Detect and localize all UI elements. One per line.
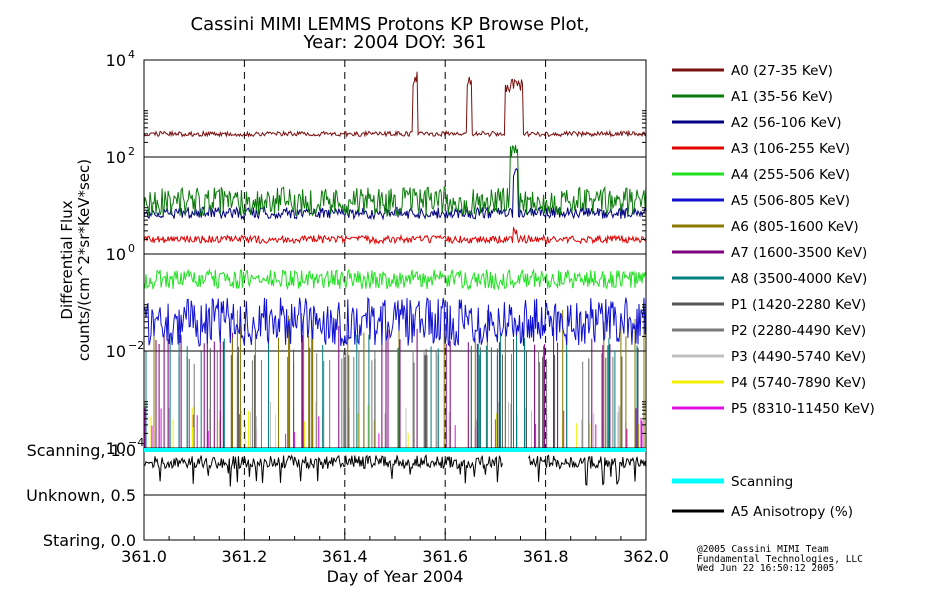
chart-title-line2: Year: 2004 DOY: 361	[303, 32, 487, 53]
series-line-a8	[145, 333, 638, 448]
x-axis-ticks: 361.0 361.2 361.4 361.6 361.8 362.0	[121, 532, 669, 566]
legend-label: A5 (506-805 KeV)	[731, 193, 850, 209]
legend-label: A2 (56-106 KeV)	[731, 115, 841, 131]
y-axis-label-line2: counts/(cm^2*sr*KeV*sec)	[75, 159, 93, 361]
series-line-p3	[168, 401, 621, 448]
anisotropy-line	[143, 454, 647, 487]
credits-line2: Fundamental Technologies, LLC	[697, 553, 863, 565]
credits-line3: Wed Jun 22 16:50:12 2005	[697, 563, 835, 574]
legend-label: A4 (255-506 KeV)	[731, 167, 850, 183]
y-tick-label: 10	[106, 148, 126, 167]
legend-label: A0 (27-35 KeV)	[731, 63, 833, 79]
y-axis-label: Differential Flux counts/(cm^2*sr*KeV*se…	[58, 159, 93, 361]
mode-level-label: Staring, 0.0	[43, 531, 136, 550]
y-tick-exponent: 2	[128, 145, 135, 158]
mode-panel: Scanning, 1.0 Unknown, 0.5 Staring, 0.0	[26, 441, 647, 550]
y-tick-exponent: 4	[128, 48, 135, 61]
legend: A0 (27-35 KeV) A1 (35-56 KeV) A2 (56-106 K…	[672, 63, 875, 520]
x-tick-label: 361.6	[422, 547, 468, 566]
flux-series-layer	[143, 71, 647, 448]
y-tick-exponent: −4	[128, 436, 144, 449]
legend-label: P5 (8310-11450 KeV)	[731, 401, 875, 417]
legend-label: A1 (35-56 KeV)	[731, 89, 833, 105]
series-line-a2	[143, 167, 647, 221]
series-line-a3	[143, 226, 647, 246]
y-tick-label: 10	[106, 245, 126, 264]
legend-label: P1 (1420-2280 KeV)	[731, 297, 866, 313]
x-tick-label: 361.0	[121, 547, 167, 566]
legend-label: A8 (3500-4000 KeV)	[731, 271, 867, 287]
legend-label: A5 Anisotropy (%)	[731, 504, 853, 520]
y-tick-exponent: −2	[128, 339, 144, 352]
series-line-a0	[143, 71, 647, 138]
legend-label: P4 (5740-7890 KeV)	[731, 375, 866, 391]
y-axis-label-line1: Differential Flux	[58, 200, 76, 319]
legend-label: Scanning	[731, 474, 793, 490]
credits-line1: @2005 Cassini MIMI Team	[697, 544, 829, 555]
series-line-a6	[153, 309, 645, 448]
y-tick-exponent: 0	[128, 242, 135, 255]
series-line-a5	[143, 296, 647, 347]
x-tick-label: 361.2	[221, 547, 267, 566]
x-axis-label: Day of Year 2004	[327, 567, 464, 586]
legend-label: A6 (805-1600 KeV)	[731, 219, 859, 235]
mode-level-label: Unknown, 0.5	[26, 486, 136, 505]
legend-label: A7 (1600-3500 KeV)	[731, 245, 867, 261]
mode-level-label: Scanning, 1.0	[27, 441, 136, 460]
y-tick-label: 10	[106, 342, 126, 361]
legend-label: P3 (4490-5740 KeV)	[731, 349, 866, 365]
x-tick-label: 361.4	[322, 547, 368, 566]
credits: @2005 Cassini MIMI Team Fundamental Tech…	[697, 545, 863, 574]
series-line-a4	[143, 268, 647, 291]
flux-panel	[144, 59, 646, 540]
legend-label: P2 (2280-4490 KeV)	[731, 323, 866, 339]
series-line-a1	[143, 144, 647, 218]
y-tick-label: 10	[106, 439, 126, 458]
x-tick-label: 361.8	[523, 547, 569, 566]
chart-title-line1: Cassini MIMI LEMMS Protons KP Browse Plo…	[191, 14, 590, 35]
x-tick-label: 362.0	[623, 547, 669, 566]
y-tick-label: 10	[106, 51, 126, 70]
legend-label: A3 (106-255 KeV)	[731, 141, 850, 157]
